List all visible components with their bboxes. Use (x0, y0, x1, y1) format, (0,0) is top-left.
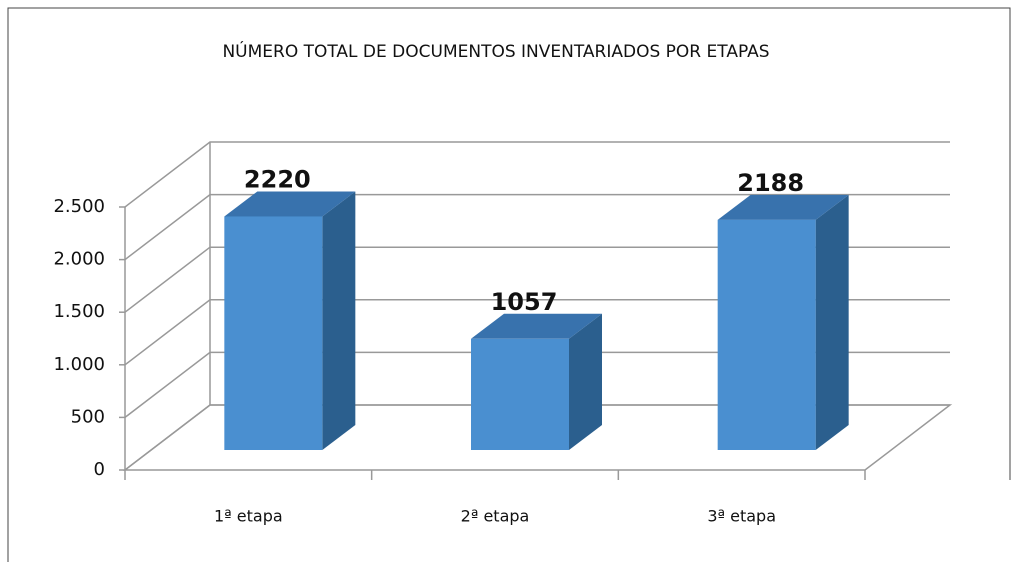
y-tick-label: 2.500 (53, 196, 105, 217)
bar-top (471, 313, 602, 339)
value-label: 2188 (737, 169, 804, 197)
grid-line (124, 141, 950, 208)
bar (717, 219, 816, 450)
bar-top (717, 194, 849, 220)
x-tick-label: 2ª etapa (461, 507, 530, 526)
x-tick-label: 1ª etapa (214, 507, 283, 526)
bar-side (569, 313, 602, 450)
x-tick-label: 3ª etapa (707, 507, 776, 526)
bar-top (224, 191, 356, 217)
grid-line (124, 351, 950, 418)
y-tick-label: 1.500 (53, 301, 105, 322)
grid-line (124, 193, 950, 261)
grid-line (124, 404, 950, 471)
frame (7, 7, 1011, 562)
y-tick-label: 500 (71, 406, 105, 427)
y-tick-label: 0 (94, 459, 105, 480)
bar-side (815, 194, 849, 450)
bar (471, 338, 569, 450)
value-label: 1057 (491, 288, 558, 316)
y-tick-label: 1.000 (53, 354, 105, 375)
bar (224, 216, 323, 450)
grid-line (124, 299, 950, 366)
grid-line (124, 246, 950, 313)
y-tick-label: 2.000 (53, 249, 105, 270)
chart-title: NÚMERO TOTAL DE DOCUMENTOS INVENTARIADOS… (222, 40, 769, 62)
value-label: 2220 (244, 165, 311, 193)
bar-side (322, 191, 356, 450)
